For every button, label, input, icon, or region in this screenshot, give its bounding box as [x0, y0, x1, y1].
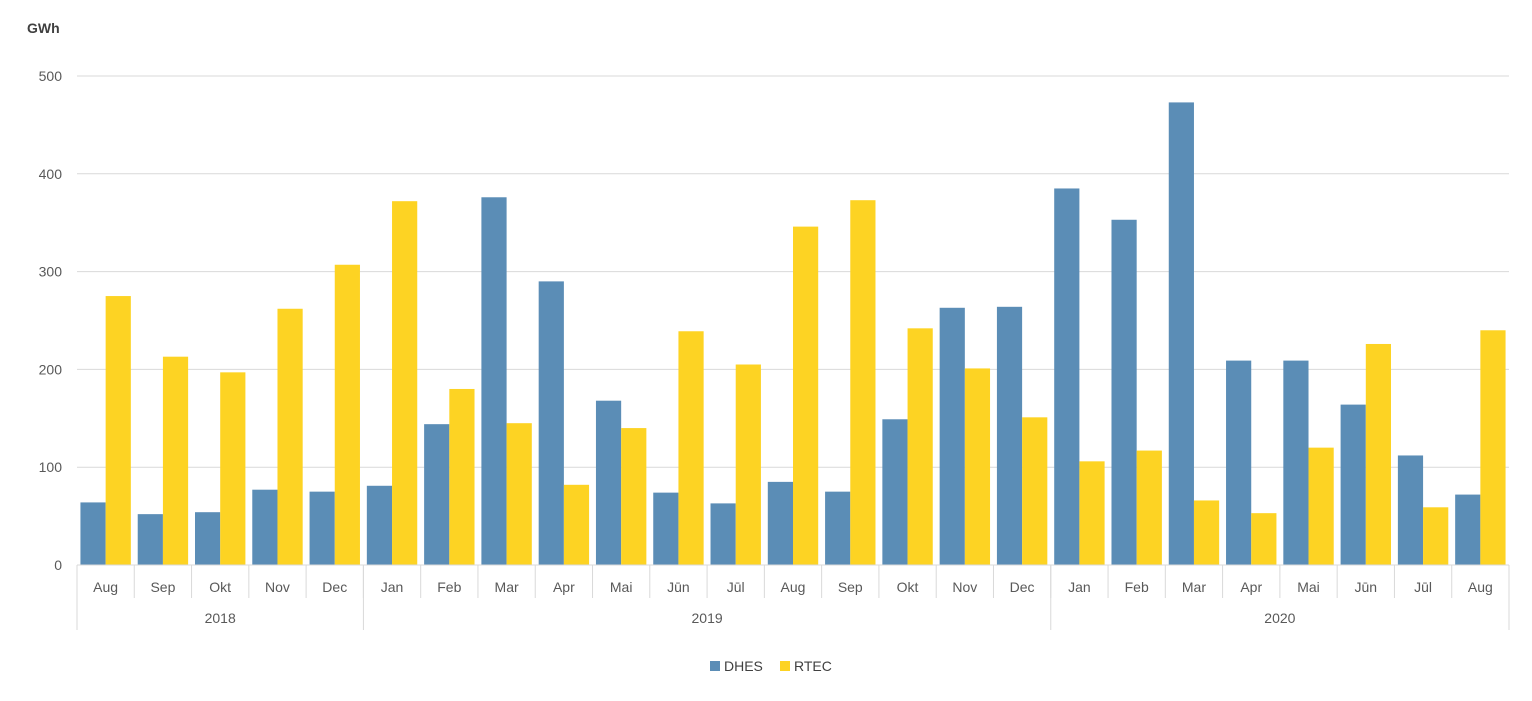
y-tick-label: 300: [39, 264, 63, 280]
x-tick-label: Mai: [1297, 579, 1320, 595]
x-tick-label: Sep: [150, 579, 175, 595]
bar-dhes: [996, 306, 1023, 565]
bar-dhes: [1455, 494, 1481, 565]
x-tick-label: Dec: [322, 579, 347, 595]
bar-rtec: [850, 200, 876, 565]
bar-dhes: [710, 503, 736, 565]
bar-rtec: [162, 356, 189, 565]
bar-rtec: [277, 308, 303, 565]
bar-dhes: [767, 481, 793, 565]
x-tick-label: Okt: [209, 579, 231, 595]
bar-rtec: [1136, 450, 1162, 565]
bar-rtec: [334, 264, 360, 565]
bar-rtec: [1193, 500, 1220, 565]
x-tick-label: Dec: [1010, 579, 1035, 595]
y-tick-label: 500: [39, 68, 63, 84]
x-tick-label: Jan: [381, 579, 404, 595]
bar-rtec: [1079, 461, 1105, 565]
year-group-label: 2018: [205, 610, 236, 626]
bar-rtec: [1308, 447, 1334, 565]
y-tick-label: 200: [39, 361, 63, 377]
y-tick-label: 400: [39, 166, 63, 182]
bar-dhes: [1397, 455, 1424, 565]
bar-dhes: [1111, 219, 1137, 566]
bar-rtec: [735, 364, 761, 565]
x-tick-label: Nov: [952, 579, 977, 595]
x-tick-label: Jūl: [1414, 579, 1432, 595]
x-tick-label: Okt: [897, 579, 919, 595]
x-tick-label: Feb: [1125, 579, 1149, 595]
bar-rtec: [964, 368, 991, 565]
x-tick-label: Apr: [1240, 579, 1262, 595]
bar-rtec: [220, 372, 246, 565]
x-tick-label: Mar: [495, 579, 519, 595]
bar-rtec: [105, 296, 131, 565]
year-group-label: 2019: [692, 610, 723, 626]
bar-dhes: [595, 400, 622, 565]
bar-rtec: [1022, 417, 1048, 565]
bar-dhes: [1340, 404, 1366, 565]
bar-dhes: [1226, 360, 1252, 565]
bar-dhes: [1168, 102, 1194, 565]
y-tick-label: 100: [39, 459, 63, 475]
x-tick-label: Nov: [265, 579, 290, 595]
x-tick-label: Mar: [1182, 579, 1206, 595]
bar-dhes: [80, 502, 106, 565]
x-tick-label: Sep: [838, 579, 863, 595]
bar-dhes: [882, 419, 908, 565]
bar-rtec: [506, 423, 532, 565]
bar-rtec: [449, 388, 475, 565]
bar-dhes: [366, 485, 393, 565]
legend-label-rtec: RTEC: [794, 658, 832, 674]
x-tick-label: Aug: [781, 579, 806, 595]
bar-rtec: [392, 201, 418, 565]
legend-label-dhes: DHES: [724, 658, 763, 674]
x-tick-label: Aug: [93, 579, 118, 595]
bar-rtec: [793, 226, 819, 565]
x-tick-label: Jan: [1068, 579, 1091, 595]
x-tick-label: Jūn: [667, 579, 690, 595]
bar-rtec: [1251, 513, 1277, 565]
bar-dhes: [939, 307, 965, 565]
bar-rtec: [563, 484, 590, 565]
bar-rtec: [621, 428, 647, 565]
x-tick-label: Apr: [553, 579, 575, 595]
bars: [80, 102, 1506, 566]
bar-rtec: [1480, 330, 1506, 565]
bar-dhes: [653, 492, 679, 565]
legend: DHES RTEC: [710, 658, 832, 674]
bar-dhes: [195, 512, 221, 565]
year-group-label: 2020: [1264, 610, 1295, 626]
x-tick-label: Aug: [1468, 579, 1493, 595]
y-axis-unit-label: GWh: [27, 20, 60, 36]
x-axis: Aug Sep Okt Nov Dec Jan Feb Mar Apr Mai Jūn Jūl Aug S…: [76, 564, 1510, 630]
x-tick-label: Jūn: [1355, 579, 1378, 595]
bar-rtec: [1423, 507, 1449, 565]
x-tick-label: Jūl: [727, 579, 745, 595]
bar-dhes: [424, 424, 450, 565]
bar-dhes: [825, 491, 851, 565]
legend-swatch-dhes: [710, 661, 720, 671]
bar-dhes: [1283, 360, 1309, 565]
bar-dhes: [252, 489, 278, 565]
bar-rtec: [907, 328, 933, 565]
x-tick-label: Mai: [610, 579, 633, 595]
bar-rtec: [678, 331, 704, 565]
x-tick-label: Feb: [437, 579, 461, 595]
bar-dhes: [481, 197, 507, 565]
bar-rtec: [1365, 343, 1391, 565]
bar-dhes: [137, 514, 163, 565]
bar-dhes: [1054, 188, 1080, 565]
bar-dhes: [538, 281, 564, 565]
bar-dhes: [309, 491, 335, 565]
y-tick-label: 0: [54, 557, 62, 573]
legend-swatch-rtec: [780, 661, 790, 671]
